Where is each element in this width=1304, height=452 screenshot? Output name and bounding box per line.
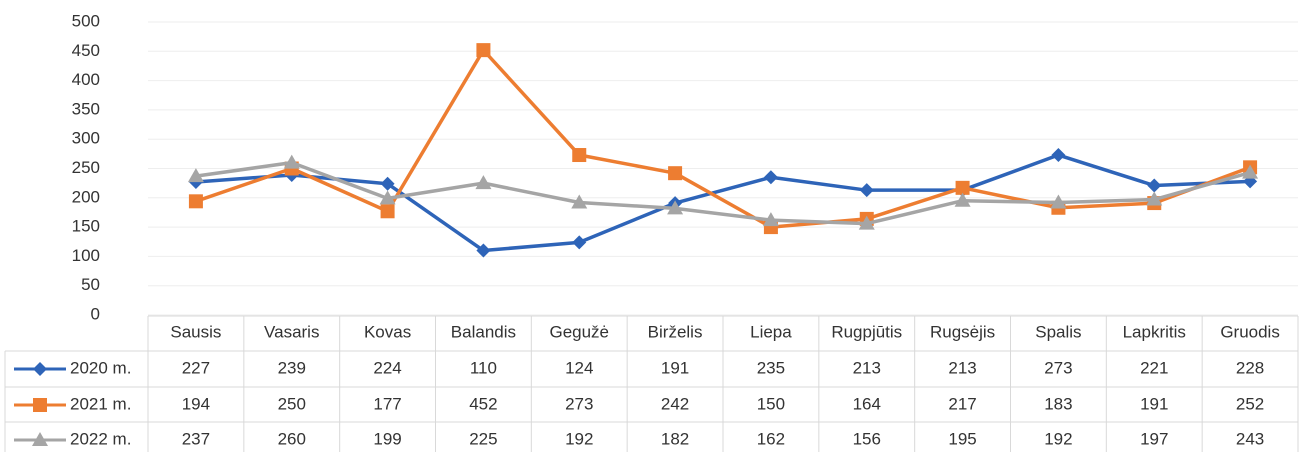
table-value: 150 <box>757 394 785 413</box>
y-tick-label: 150 <box>72 217 100 236</box>
x-tick-label: Rugpjūtis <box>831 322 902 341</box>
table-value: 260 <box>278 429 306 448</box>
table-value: 192 <box>1044 429 1072 448</box>
table-value: 162 <box>757 429 785 448</box>
x-tick-label: Spalis <box>1035 322 1081 341</box>
marker <box>763 170 778 185</box>
marker <box>1242 164 1259 179</box>
y-tick-label: 300 <box>72 129 100 148</box>
x-tick-label: Kovas <box>364 322 411 341</box>
marker <box>955 180 970 195</box>
table-value: 124 <box>565 358 593 377</box>
series-line <box>195 160 1251 226</box>
table-value: 164 <box>853 394 881 413</box>
marker <box>379 190 396 205</box>
marker <box>668 166 683 181</box>
table-value: 250 <box>278 394 306 413</box>
table-value: 273 <box>565 394 593 413</box>
marker <box>1051 148 1066 163</box>
table-value: 213 <box>948 358 976 377</box>
marker <box>187 168 204 183</box>
table-value: 273 <box>1044 358 1072 377</box>
marker <box>859 183 874 198</box>
y-tick-label: 0 <box>91 304 100 323</box>
y-tick-label: 350 <box>72 99 100 118</box>
marker <box>32 432 48 446</box>
x-tick-label: Rugsėjis <box>930 322 995 341</box>
marker <box>1147 178 1162 193</box>
marker <box>380 204 395 219</box>
marker <box>572 235 587 250</box>
x-tick-label: Gruodis <box>1220 322 1280 341</box>
table-value: 195 <box>948 429 976 448</box>
x-tick-label: Gegužė <box>549 322 609 341</box>
table-value: 192 <box>565 429 593 448</box>
table-value: 242 <box>661 394 689 413</box>
legend-label: 2022 m. <box>70 429 131 448</box>
marker <box>476 43 491 58</box>
table-value: 221 <box>1140 358 1168 377</box>
table-value: 217 <box>948 394 976 413</box>
table-value: 177 <box>373 394 401 413</box>
table-value: 225 <box>469 429 497 448</box>
marker <box>954 192 971 207</box>
x-tick-label: Lapkritis <box>1123 322 1186 341</box>
table-value: 224 <box>373 358 401 377</box>
table-value: 182 <box>661 429 689 448</box>
legend-label: 2021 m. <box>70 394 131 413</box>
marker <box>572 148 587 163</box>
y-tick-label: 400 <box>72 70 100 89</box>
marker <box>667 200 684 215</box>
marker <box>858 215 875 230</box>
x-tick-label: Vasaris <box>264 322 319 341</box>
marker <box>380 176 395 191</box>
table-value: 213 <box>853 358 881 377</box>
marker <box>33 398 47 412</box>
x-tick-label: Sausis <box>170 322 221 341</box>
marker <box>475 175 492 190</box>
marker <box>476 243 491 258</box>
marker <box>283 154 300 169</box>
marker <box>1146 191 1163 206</box>
x-tick-label: Liepa <box>750 322 792 341</box>
y-tick-label: 50 <box>81 275 100 294</box>
table-value: 452 <box>469 394 497 413</box>
marker <box>33 362 47 376</box>
marker <box>188 194 203 209</box>
table-value: 227 <box>182 358 210 377</box>
x-tick-label: Balandis <box>451 322 516 341</box>
table-value: 110 <box>470 358 497 377</box>
table-value: 243 <box>1236 429 1264 448</box>
table-value: 197 <box>1140 429 1168 448</box>
x-tick-label: Birželis <box>648 322 703 341</box>
table-value: 199 <box>373 429 401 448</box>
y-tick-label: 500 <box>72 11 100 30</box>
marker <box>571 194 588 209</box>
table-value: 235 <box>757 358 785 377</box>
table-value: 183 <box>1044 394 1072 413</box>
marker <box>1050 194 1067 209</box>
series-line <box>195 153 1251 253</box>
y-tick-label: 100 <box>72 246 100 265</box>
y-tick-label: 200 <box>72 187 100 206</box>
table-value: 237 <box>182 429 210 448</box>
table-value: 194 <box>182 394 210 413</box>
marker <box>762 212 779 227</box>
table-value: 191 <box>661 358 689 377</box>
table-value: 228 <box>1236 358 1264 377</box>
y-tick-label: 250 <box>72 158 100 177</box>
y-tick-label: 450 <box>72 41 100 60</box>
table-value: 156 <box>853 429 881 448</box>
series-line <box>195 48 1251 229</box>
table-value: 191 <box>1140 394 1168 413</box>
table-value: 239 <box>278 358 306 377</box>
legend-label: 2020 m. <box>70 358 131 377</box>
table-value: 252 <box>1236 394 1264 413</box>
